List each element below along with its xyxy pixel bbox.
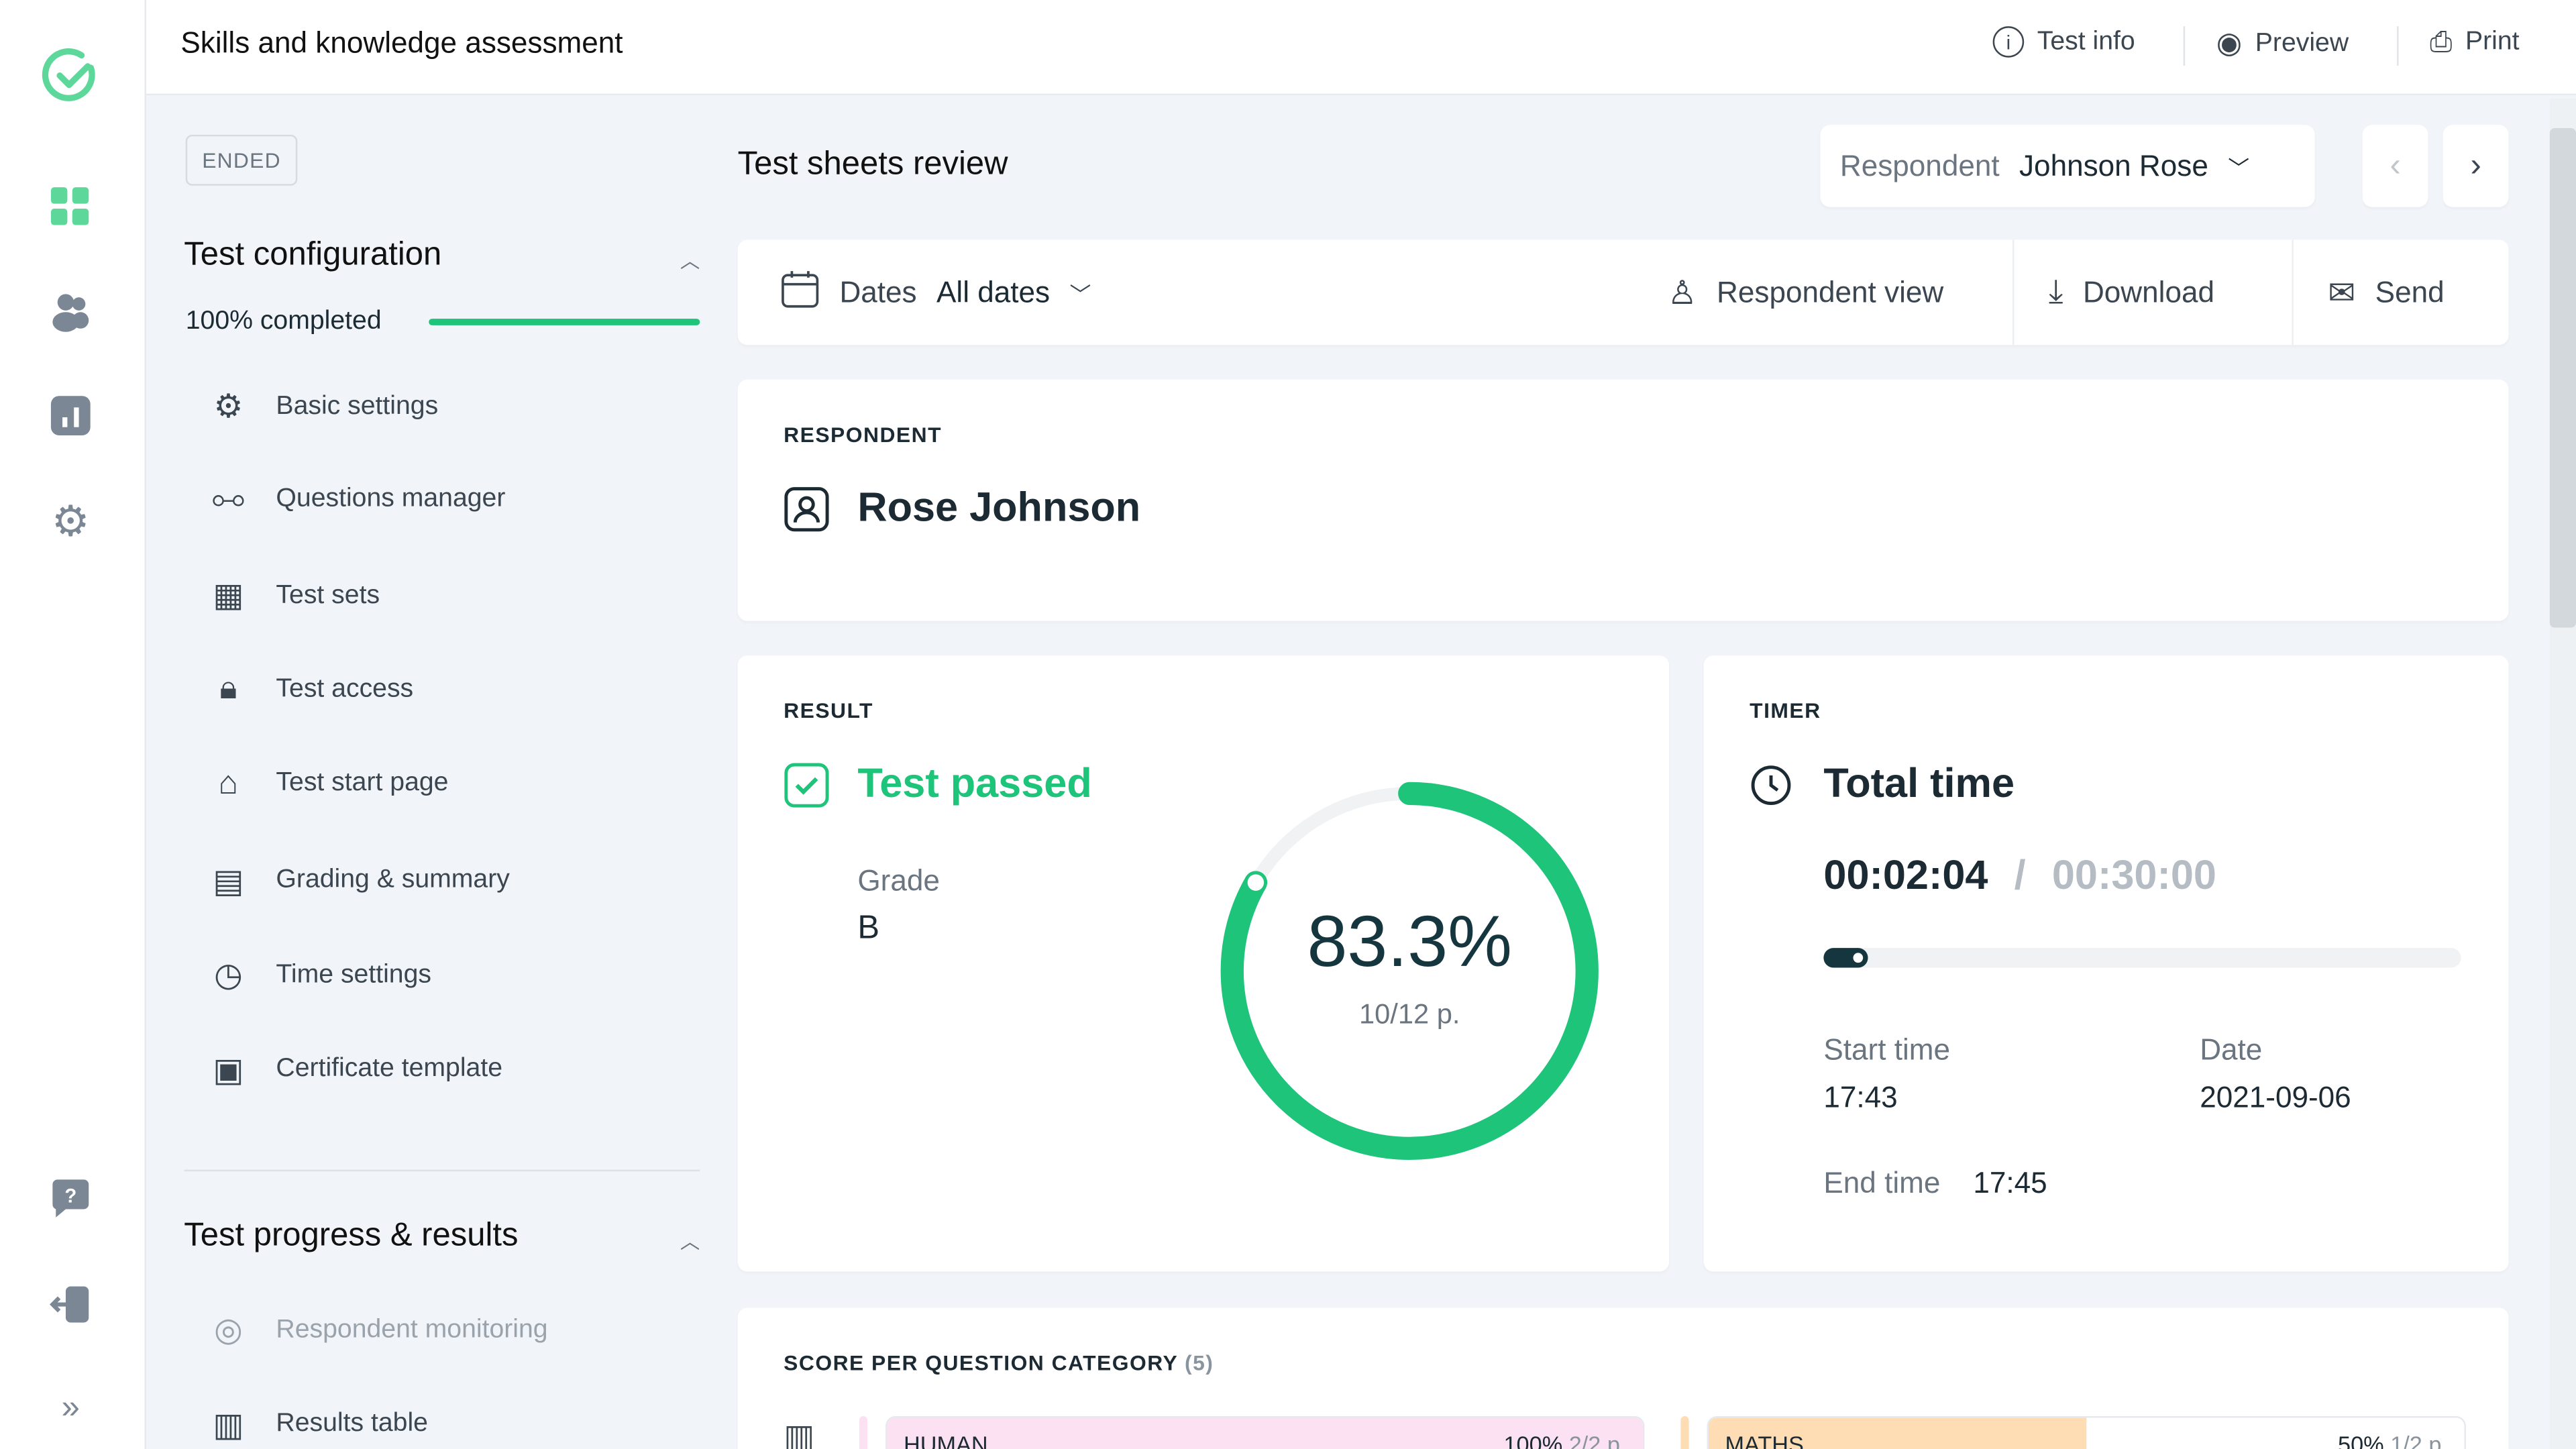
sidebar-item-test-access[interactable]: 🔒︎ Test access (207, 670, 413, 708)
score-points: 10/12 p. (1358, 998, 1460, 1030)
help-icon[interactable]: ? (46, 1175, 95, 1224)
sidebar-item-grading-summary[interactable]: ▤ Grading & summary (207, 860, 510, 901)
chevron-up-icon: ︿ (680, 250, 700, 273)
category-marker (1680, 1416, 1689, 1449)
score-percent: 83.3% (1307, 902, 1512, 983)
time-limit: 00:30:00 (2051, 853, 2216, 899)
svg-text:?: ? (64, 1185, 76, 1208)
toolbar: Dates All dates ﹀ ♙ Respondent view ⤓ Down… (737, 239, 2509, 345)
sidebar-item-results-table[interactable]: ▥ Results table (207, 1404, 428, 1445)
chevron-down-icon: ﹀ (2228, 155, 2250, 180)
lock-icon: 🔒︎ (219, 670, 237, 707)
dates-filter[interactable]: Dates All dates ﹀ (780, 240, 1091, 345)
score-donut (1220, 782, 1599, 1160)
sidebar-item-certificate-template[interactable]: ▣ Certificate template (207, 1050, 502, 1091)
sidebar-item-questions-manager[interactable]: ⧟ Questions manager (207, 480, 505, 519)
elapsed-time: 00:02:04 (1823, 853, 1988, 899)
print-button[interactable]: ⎙ Print (2430, 26, 2520, 59)
logo-icon (41, 46, 100, 105)
config-progress-bar (429, 319, 700, 325)
end-time: 17:45 (1973, 1166, 2047, 1199)
test-info-button[interactable]: i Test info (1992, 26, 2135, 58)
test-configuration-header[interactable]: Test configuration ︿ (184, 237, 700, 274)
section-title: Test sheets review (737, 146, 1008, 182)
respondent-select[interactable]: Respondent Johnson Rose ﹀ (1820, 125, 2315, 207)
table-icon: ▥ (213, 1407, 244, 1444)
chevron-down-icon: ﹀ (1069, 282, 1091, 307)
result-status: Test passed (857, 760, 1092, 807)
bars-icon: ▥ (784, 1419, 815, 1449)
chart-icon[interactable] (46, 391, 95, 440)
timer-progress-bar (1823, 948, 2461, 968)
chevron-right-icon: › (2470, 147, 2481, 184)
preview-button[interactable]: ◉ Preview (2216, 26, 2349, 60)
category-bar: MATHS 50% 1/2 p. (1707, 1416, 2466, 1449)
respondent-name: Rose Johnson (857, 484, 1141, 531)
logout-icon[interactable] (46, 1280, 95, 1329)
chevron-up-icon: ︿ (680, 1230, 700, 1254)
monitor-icon: ◎ (214, 1312, 243, 1349)
left-rail: ⚙ ? » (0, 0, 146, 1449)
sidebar-item-test-sets[interactable]: ▦ Test sets (207, 576, 380, 616)
clock-icon: ◷ (214, 958, 243, 995)
clock-icon (1750, 764, 1792, 815)
result-card: RESULT Test passed Grade B 83.3% 10/12 p… (737, 655, 1670, 1272)
gear-icon[interactable]: ⚙ (51, 495, 90, 545)
test-progress-header[interactable]: Test progress & results ︿ (184, 1218, 700, 1255)
sidebar-item-test-start-page[interactable]: ⌂ Test start page (207, 765, 449, 803)
dashboard-icon[interactable] (46, 182, 95, 231)
timer-card: TIMER Total time 00:02:04 / 00:30:00 Sta… (1703, 655, 2509, 1272)
scrollbar-thumb[interactable] (2549, 128, 2576, 628)
respondent-card: RESPONDENT Rose Johnson (737, 379, 2509, 621)
certificate-icon: ▣ (213, 1053, 244, 1089)
sidebar-item-respondent-monitoring[interactable]: ◎ Respondent monitoring (207, 1309, 548, 1350)
top-header: Skills and knowledge assessment i Test in… (146, 0, 2576, 96)
status-badge: ENDED (185, 134, 298, 186)
progress-label: 100% completed (185, 307, 382, 335)
test-date: 2021-09-06 (2200, 1081, 2351, 1114)
gear-icon: ⚙ (213, 389, 244, 426)
expand-icon[interactable]: » (61, 1389, 80, 1426)
sidebar: ENDED Test configuration ︿ 100% completed… (148, 95, 722, 1449)
sidebar-item-time-settings[interactable]: ◷ Time settings (207, 955, 431, 996)
send-button[interactable]: ✉ Send (2328, 240, 2444, 345)
donut-knob (1247, 874, 1265, 891)
eye-icon: ◉ (2216, 26, 2243, 60)
grid-icon: ▦ (213, 579, 244, 615)
previous-button[interactable]: ‹ (2362, 125, 2428, 207)
download-icon: ⤓ (2048, 273, 2063, 310)
sliders-icon: ⧟ (211, 480, 245, 517)
chevron-left-icon: ‹ (2390, 147, 2401, 184)
category-marker (859, 1416, 868, 1449)
next-button[interactable]: › (2443, 125, 2509, 207)
category-fill (887, 1417, 1643, 1449)
download-button[interactable]: ⤓ Download (2049, 240, 2214, 345)
users-icon[interactable] (46, 288, 95, 337)
scrollbar[interactable] (2549, 98, 2576, 1449)
printer-icon: ⎙ (2430, 26, 2453, 58)
user-icon: ♙ (1667, 275, 1697, 312)
respondent-view-button[interactable]: ♙ Respondent view (1668, 240, 1944, 345)
category-bar: HUMAN 100% 2/2 p. (885, 1416, 1645, 1449)
calendar-icon (780, 268, 820, 316)
start-time: 17:43 (1823, 1081, 1898, 1114)
category-card: SCORE PER QUESTION CATEGORY (5) ▥ HUMAN 1… (737, 1307, 2509, 1449)
page-title: Skills and knowledge assessment (180, 26, 623, 60)
divider (184, 1169, 700, 1172)
user-badge-icon (784, 486, 830, 541)
sidebar-item-basic-settings[interactable]: ⚙ Basic settings (207, 386, 438, 427)
check-icon (784, 762, 830, 816)
home-icon: ⌂ (218, 765, 239, 802)
category-fill (1708, 1417, 2087, 1449)
document-icon: ▤ (213, 863, 244, 900)
grade-value: B (857, 910, 880, 947)
mail-icon: ✉ (2328, 275, 2356, 312)
donut-arc (1220, 782, 1599, 1160)
info-icon: i (1992, 26, 2025, 58)
